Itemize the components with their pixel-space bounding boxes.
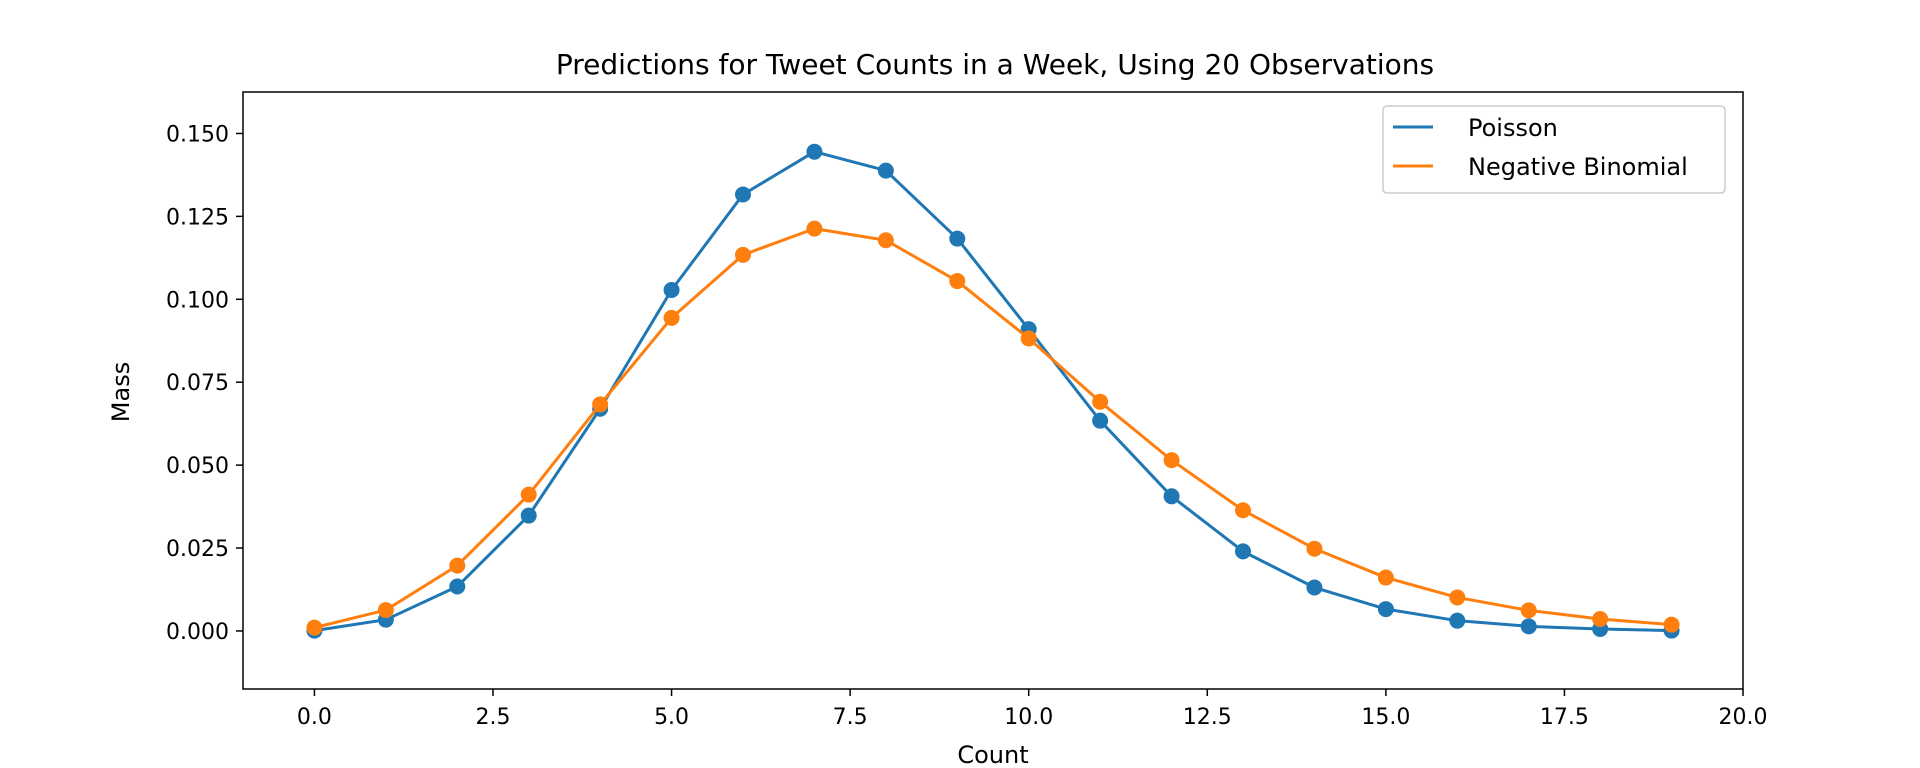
series-line-negative-binomial: [314, 227, 1672, 630]
data-point-negative-binomial: [1092, 393, 1109, 410]
legend-box: [1382, 105, 1726, 194]
data-point-negative-binomial: [877, 232, 894, 249]
x-tick-label: 7.5: [833, 705, 868, 730]
data-point-negative-binomial: [806, 220, 823, 237]
data-point-poisson: [949, 230, 966, 247]
data-point-poisson: [1520, 618, 1537, 635]
data-point-negative-binomial: [1520, 602, 1537, 619]
data-point-poisson: [1235, 543, 1251, 560]
y-tick-label: 0.075: [166, 371, 229, 396]
y-tick-label: 0.125: [166, 205, 229, 230]
data-point-negative-binomial: [1020, 330, 1037, 347]
data-point-negative-binomial: [1592, 611, 1609, 628]
y-tick-label: 0.050: [166, 454, 229, 479]
series-layer: [306, 143, 1680, 639]
x-tick-label: 10.0: [1004, 705, 1053, 730]
y-axis-title: Mass: [107, 362, 135, 422]
data-point-negative-binomial: [1306, 540, 1323, 557]
data-point-negative-binomial: [949, 273, 966, 290]
series-line-poisson: [314, 150, 1672, 633]
x-tick-label: 15.0: [1361, 705, 1410, 730]
data-point-poisson: [449, 578, 466, 595]
y-tick-label: 0.025: [166, 537, 229, 562]
data-point-negative-binomial: [306, 619, 323, 636]
data-point-negative-binomial: [1449, 589, 1466, 606]
data-point-poisson: [1449, 612, 1466, 629]
data-point-negative-binomial: [377, 602, 394, 619]
data-point-negative-binomial: [1163, 452, 1180, 469]
data-point-poisson: [735, 186, 751, 203]
data-point-negative-binomial: [735, 246, 751, 263]
y-tick-label: 0.150: [166, 122, 229, 147]
data-point-negative-binomial: [1663, 616, 1680, 633]
data-point-poisson: [1092, 412, 1109, 429]
data-point-negative-binomial: [1235, 502, 1251, 519]
series-poisson: [306, 143, 1680, 639]
y-axis: 0.000 0.025 0.050 0.075 0.100 0.125 0.150: [166, 122, 243, 645]
chart-title: Predictions for Tweet Counts in a Week, …: [556, 48, 1434, 81]
x-tick-label: 20.0: [1719, 705, 1768, 730]
data-point-poisson: [663, 282, 680, 299]
x-axis: 0.0 2.5 5.0 7.5 10.0 12.5 15.0 17.5 20.0: [297, 689, 1768, 730]
y-tick-label: 0.000: [166, 620, 229, 645]
x-tick-label: 12.5: [1183, 705, 1232, 730]
data-point-negative-binomial: [1377, 569, 1394, 586]
y-tick-label: 0.100: [166, 288, 229, 313]
x-tick-label: 5.0: [654, 705, 689, 730]
data-point-poisson: [520, 507, 537, 524]
legend: Poisson Negative Binomial: [1382, 105, 1726, 194]
data-point-negative-binomial: [592, 396, 609, 413]
data-point-poisson: [806, 143, 823, 160]
x-axis-title: Count: [957, 741, 1028, 768]
plot-area-frame: [242, 91, 1744, 690]
x-tick-label: 17.5: [1540, 705, 1589, 730]
x-tick-label: 2.5: [476, 705, 511, 730]
legend-label-negative-binomial: Negative Binomial: [1468, 153, 1688, 181]
data-point-poisson: [1306, 579, 1323, 596]
data-point-negative-binomial: [663, 309, 680, 326]
data-point-poisson: [1377, 601, 1394, 618]
data-point-negative-binomial: [520, 486, 537, 503]
x-tick-label: 0.0: [297, 705, 332, 730]
legend-label-poisson: Poisson: [1468, 114, 1558, 142]
data-point-poisson: [1163, 488, 1180, 505]
data-point-poisson: [877, 162, 894, 179]
data-point-negative-binomial: [449, 557, 466, 574]
series-negative-binomial: [306, 220, 1680, 636]
